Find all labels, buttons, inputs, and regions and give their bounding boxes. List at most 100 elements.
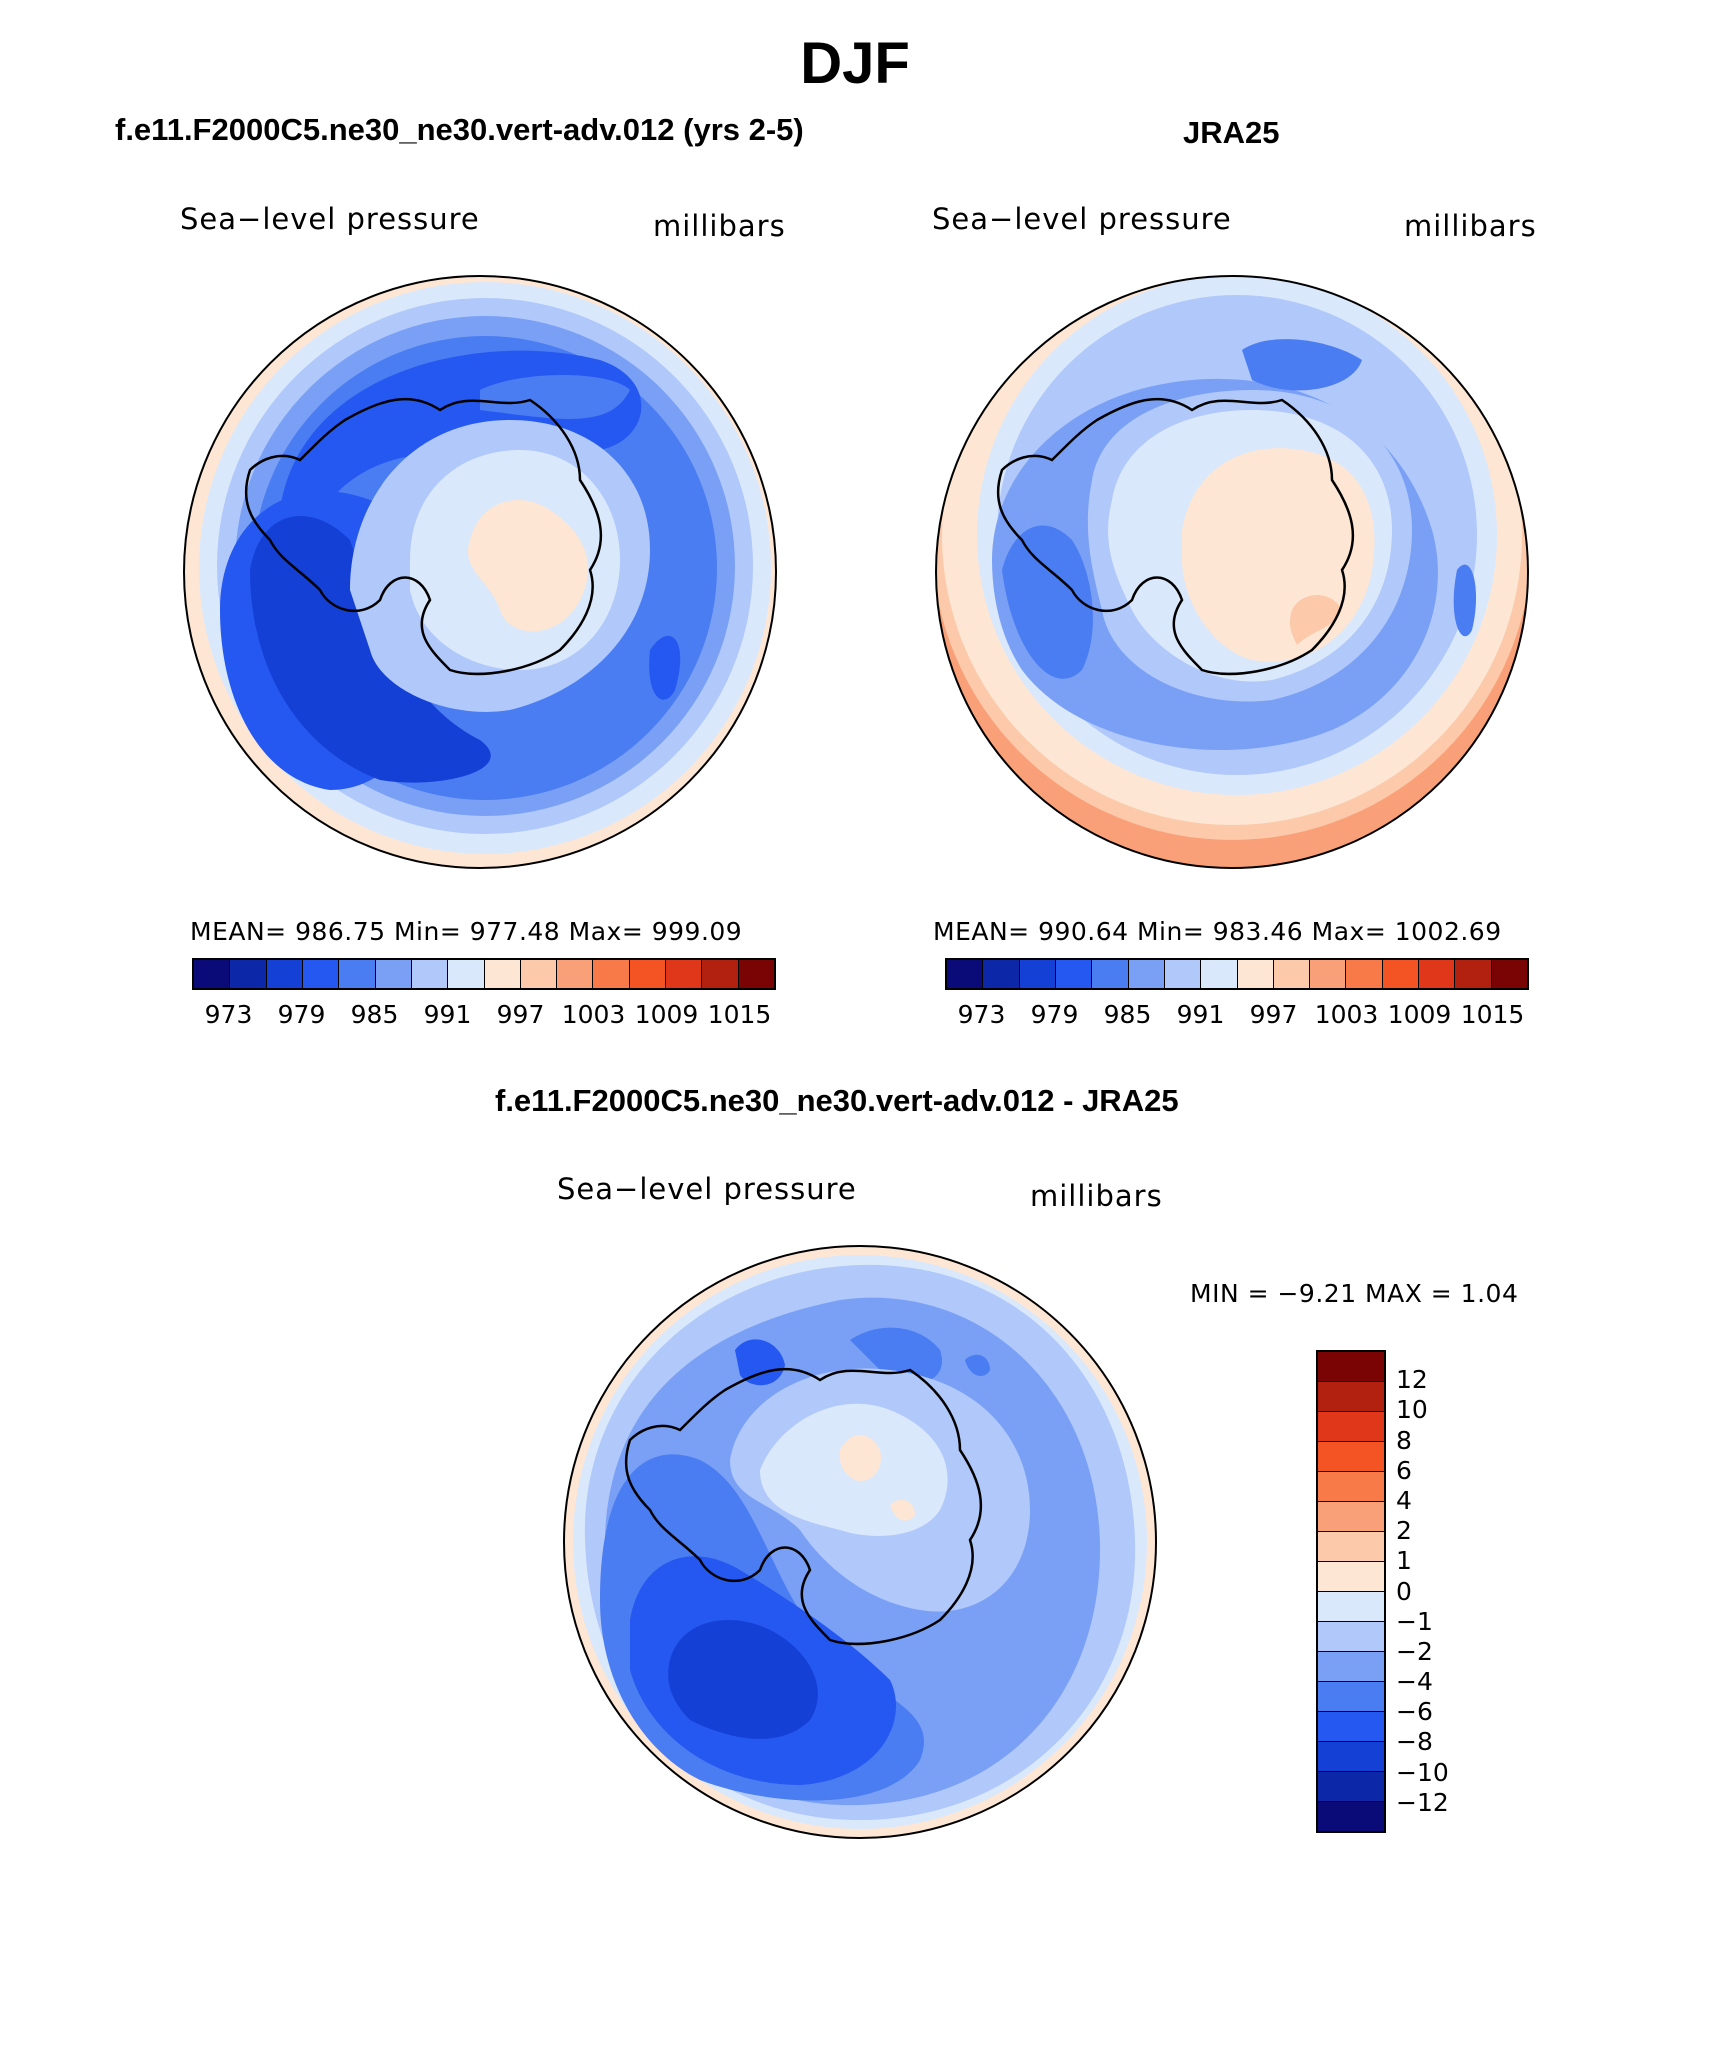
colorbar-tick-label: 1003 xyxy=(1314,1000,1379,1029)
colorbar-swatch xyxy=(1346,960,1383,988)
colorbar-tick-label: 979 xyxy=(1030,1000,1079,1029)
colorbar-tick-label: −8 xyxy=(1396,1727,1433,1757)
colorbar-tick-label: 997 xyxy=(496,1000,545,1029)
colorbar-swatch xyxy=(1164,960,1202,988)
colorbar-swatch xyxy=(1318,1742,1384,1772)
colorbar-swatch xyxy=(1318,1502,1384,1532)
obs-colorbar-ticks: 973 979 985 991 997 1003 1009 1015 xyxy=(945,1000,1529,1030)
colorbar-swatch xyxy=(1019,960,1056,988)
diff-positive-patch-1 xyxy=(839,1435,881,1481)
colorbar-tick-label: 1015 xyxy=(707,1000,772,1029)
colorbar-tick-label: 12 xyxy=(1396,1365,1428,1395)
colorbar-tick-label: −10 xyxy=(1396,1757,1449,1787)
model-low-north-inner xyxy=(480,375,630,419)
colorbar-swatch xyxy=(666,960,703,988)
colorbar-tick-label: 10 xyxy=(1396,1395,1428,1425)
colorbar-swatch xyxy=(1318,1682,1384,1712)
obs-panel-title: JRA25 xyxy=(1183,115,1280,150)
colorbar-tick-label: 8 xyxy=(1396,1425,1412,1455)
colorbar-swatch xyxy=(230,960,267,988)
colorbar-tick-label: 991 xyxy=(423,1000,472,1029)
colorbar-tick-label: −4 xyxy=(1396,1667,1433,1697)
obs-high-peak xyxy=(1289,595,1342,645)
colorbar-swatch xyxy=(1310,960,1347,988)
colorbar-tick-label: 973 xyxy=(957,1000,1006,1029)
colorbar-tick-label: 991 xyxy=(1176,1000,1225,1029)
colorbar-swatch xyxy=(266,960,303,988)
model-high-center xyxy=(467,500,589,632)
colorbar-swatch xyxy=(593,960,630,988)
diff-low-core xyxy=(668,1620,818,1739)
colorbar-swatch xyxy=(1318,1412,1384,1442)
model-antarctica-coastline xyxy=(244,397,603,676)
diff-units-label: millibars xyxy=(1030,1179,1163,1213)
colorbar-tick-label: 997 xyxy=(1249,1000,1298,1029)
colorbar-swatch xyxy=(1318,1592,1384,1622)
colorbar-swatch xyxy=(1318,1712,1384,1742)
colorbar-swatch xyxy=(1318,1532,1384,1562)
colorbar-tick-label: 1009 xyxy=(1387,1000,1452,1029)
colorbar-tick-label: −1 xyxy=(1396,1606,1433,1636)
colorbar-tick-label: 979 xyxy=(277,1000,326,1029)
colorbar-tick-label: 1009 xyxy=(634,1000,699,1029)
obs-variable-label: Sea−level pressure xyxy=(932,202,1232,236)
colorbar-swatch xyxy=(1128,960,1165,988)
colorbar-swatch xyxy=(738,960,774,988)
colorbar-swatch xyxy=(1318,1802,1384,1831)
colorbar-tick-label: 985 xyxy=(350,1000,399,1029)
colorbar-tick-label: 973 xyxy=(204,1000,253,1029)
colorbar-swatch xyxy=(1318,1562,1384,1592)
colorbar-swatch xyxy=(629,960,667,988)
colorbar-tick-label: −2 xyxy=(1396,1636,1433,1666)
colorbar-tick-label: 1015 xyxy=(1460,1000,1525,1029)
diff-antarctica-coastline xyxy=(624,1367,983,1646)
colorbar-swatch xyxy=(375,960,412,988)
diff-low-north-2 xyxy=(850,1327,942,1384)
colorbar-tick-label: 2 xyxy=(1396,1516,1412,1546)
model-panel-title: f.e11.F2000C5.ne30_ne30.vert-adv.012 (yr… xyxy=(115,112,804,147)
colorbar-swatch xyxy=(1318,1652,1384,1682)
diff-low-north xyxy=(735,1339,785,1386)
colorbar-swatch xyxy=(1318,1772,1384,1802)
obs-units-label: millibars xyxy=(1404,209,1537,243)
colorbar-swatch xyxy=(1318,1472,1384,1502)
diff-positive-patch-2 xyxy=(890,1499,915,1521)
obs-low-east xyxy=(1453,564,1477,637)
model-units-label: millibars xyxy=(653,209,786,243)
colorbar-tick-label: 1003 xyxy=(561,1000,626,1029)
colorbar-swatch xyxy=(1273,960,1311,988)
model-stats: MEAN= 986.75 Min= 977.48 Max= 999.09 xyxy=(190,917,743,946)
colorbar-swatch xyxy=(1455,960,1492,988)
colorbar-swatch xyxy=(1237,960,1274,988)
diff-polar-map xyxy=(563,1245,1157,1839)
model-polar-map xyxy=(183,275,777,869)
colorbar-swatch xyxy=(448,960,485,988)
obs-stats: MEAN= 990.64 Min= 983.46 Max= 1002.69 xyxy=(933,917,1502,946)
obs-low-west xyxy=(1002,525,1093,679)
model-map-border xyxy=(183,275,777,869)
diff-colorbar-ticks: 12 10 8 6 4 2 1 0 −1 −2 −4 −6 −8 −10 −12 xyxy=(1396,1350,1516,1833)
colorbar-swatch xyxy=(1092,960,1129,988)
colorbar-tick-label: 6 xyxy=(1396,1455,1412,1485)
model-colorbar-ticks: 973 979 985 991 997 1003 1009 1015 xyxy=(192,1000,776,1030)
diff-minmax: MIN = −9.21 MAX = 1.04 xyxy=(1190,1279,1519,1308)
obs-polar-map xyxy=(935,275,1529,869)
colorbar-swatch xyxy=(983,960,1020,988)
colorbar-swatch xyxy=(947,960,984,988)
colorbar-swatch xyxy=(484,960,521,988)
colorbar-tick-label: 985 xyxy=(1103,1000,1152,1029)
model-variable-label: Sea−level pressure xyxy=(180,202,480,236)
colorbar-swatch xyxy=(302,960,340,988)
colorbar-swatch xyxy=(1055,960,1093,988)
colorbar-swatch xyxy=(194,960,231,988)
colorbar-swatch xyxy=(1318,1442,1384,1472)
colorbar-tick-label: −12 xyxy=(1396,1787,1449,1817)
diff-panel-title: f.e11.F2000C5.ne30_ne30.vert-adv.012 - J… xyxy=(495,1083,1179,1118)
diff-low-northeast xyxy=(965,1354,990,1376)
colorbar-swatch xyxy=(339,960,376,988)
obs-low-north xyxy=(1242,339,1362,391)
diff-variable-label: Sea−level pressure xyxy=(557,1172,857,1206)
colorbar-swatch xyxy=(1382,960,1420,988)
colorbar-tick-label: −6 xyxy=(1396,1697,1433,1727)
colorbar-swatch xyxy=(702,960,739,988)
